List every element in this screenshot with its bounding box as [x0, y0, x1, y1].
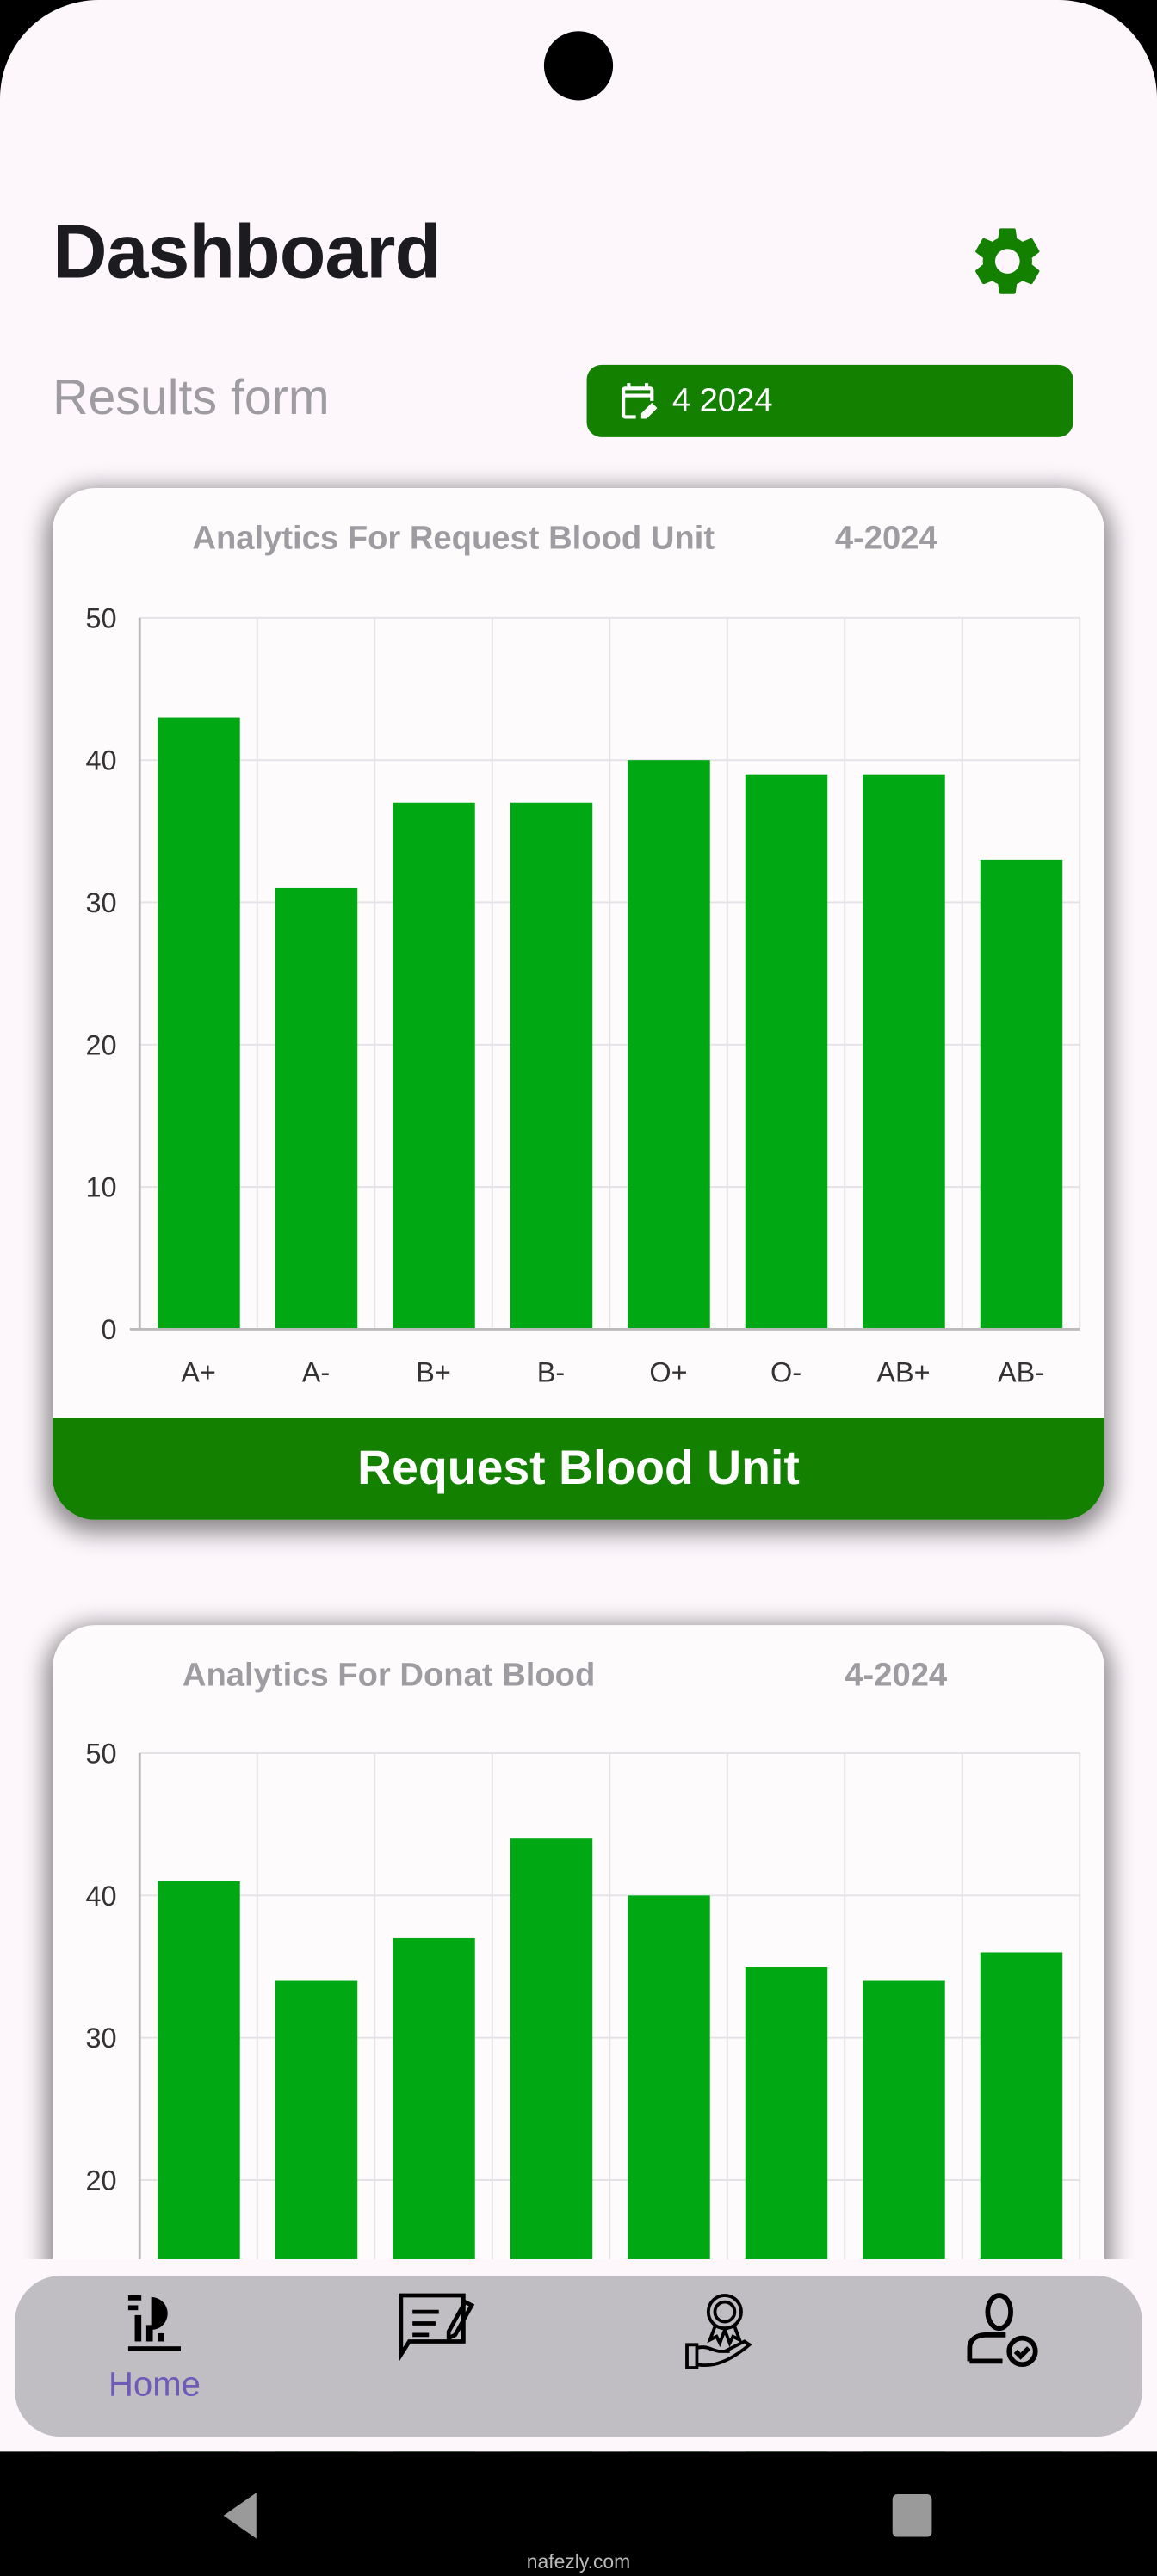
- x-tick-label: A-: [302, 1357, 330, 1388]
- y-tick-label: 40: [85, 1881, 116, 1912]
- x-tick-label: O+: [649, 1357, 687, 1388]
- y-tick-label: 50: [85, 1738, 116, 1769]
- message-edit-icon: [399, 2293, 475, 2363]
- x-tick-label: O-: [770, 1357, 801, 1388]
- y-tick-label: 20: [85, 2165, 116, 2196]
- bar-B+: [393, 802, 475, 1330]
- bar-A-: [275, 887, 358, 1330]
- x-tick-label: B-: [537, 1357, 565, 1388]
- bottom-nav: Home: [15, 2276, 1142, 2437]
- y-tick-label: 40: [85, 745, 116, 776]
- watermark-text: nafezly.com: [526, 2549, 631, 2573]
- x-tick-label: A+: [181, 1357, 216, 1388]
- nav-item-profile[interactable]: [922, 2289, 1086, 2379]
- x-tick-label: AB+: [876, 1357, 930, 1388]
- camera-cutout: [543, 31, 614, 101]
- y-tick-label: 0: [101, 1314, 116, 1345]
- gear-icon[interactable]: [967, 220, 1049, 302]
- request-blood-unit-button[interactable]: Request Blood Unit: [53, 1418, 1104, 1520]
- user-check-icon: [967, 2293, 1038, 2368]
- bar-AB+: [863, 774, 945, 1330]
- date-picker-button[interactable]: 4 2024: [586, 364, 1073, 437]
- card-title: Analytics For Request Blood Unit: [192, 521, 715, 558]
- nav-label-home: Home: [108, 2366, 201, 2405]
- results-form-label: Results form: [53, 371, 330, 426]
- dashboard-chart-icon: [127, 2295, 182, 2351]
- y-tick-label: 50: [85, 602, 116, 633]
- y-tick-label: 30: [85, 2023, 116, 2054]
- date-value: 4 2024: [671, 381, 773, 418]
- calendar-edit-icon: [622, 383, 658, 419]
- system-nav-bar: nafezly.com: [0, 2451, 1157, 2576]
- nav-item-home[interactable]: Home: [72, 2289, 237, 2406]
- bar-A+: [158, 717, 240, 1330]
- x-tick-label: AB-: [998, 1357, 1044, 1388]
- award-hand-icon: [685, 2294, 752, 2369]
- bar-O+: [628, 760, 710, 1330]
- bar-AB-: [980, 859, 1063, 1330]
- request-blood-card: Analytics For Request Blood Unit 4-2024 …: [53, 488, 1104, 1520]
- watermark-logo: nafezly.com: [510, 2550, 647, 2573]
- bar-B-: [510, 802, 593, 1330]
- x-tick-label: B+: [416, 1357, 451, 1388]
- y-tick-label: 30: [85, 887, 116, 918]
- y-tick-label: 20: [85, 1029, 116, 1060]
- request-blood-chart: 0 10 20 30 40 50 A+ A- B+ B- O+ O- AB+ AB-: [85, 602, 1081, 1388]
- card-title: Analytics For Donat Blood: [182, 1658, 596, 1695]
- back-icon[interactable]: [220, 2493, 260, 2539]
- bar-O-: [745, 774, 828, 1330]
- card-period: 4-2024: [834, 521, 937, 558]
- nav-item-messages[interactable]: [353, 2289, 517, 2375]
- page-title: Dashboard: [53, 208, 441, 294]
- recents-icon[interactable]: [892, 2494, 932, 2537]
- nav-item-awards[interactable]: [640, 2289, 804, 2379]
- card-period: 4-2024: [845, 1658, 948, 1695]
- y-tick-label: 10: [85, 1172, 116, 1203]
